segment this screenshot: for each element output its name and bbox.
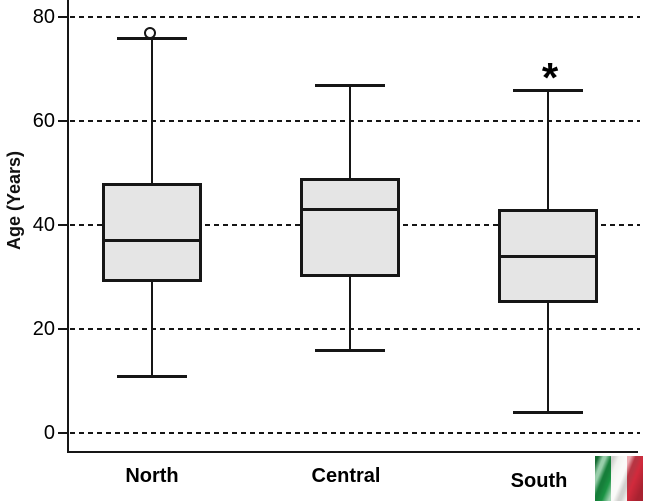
upper-whisker-stem	[547, 89, 549, 210]
upper-whisker-stem	[349, 84, 351, 179]
italy-flag-icon	[595, 456, 643, 501]
y-axis-line	[67, 0, 69, 453]
y-tick-label: 20	[32, 318, 55, 340]
significance-asterisk: *	[541, 53, 559, 101]
gridline	[70, 120, 640, 122]
iqr-box	[300, 178, 400, 277]
y-tick-label: 40	[32, 214, 55, 236]
upper-whisker-cap	[315, 83, 385, 87]
upper-whisker-stem	[151, 37, 153, 184]
gridline	[70, 432, 640, 434]
lower-whisker-stem	[151, 282, 153, 376]
category-label: North	[125, 465, 179, 487]
category-label: Central	[311, 465, 381, 487]
y-tick-label: 0	[43, 422, 55, 444]
lower-whisker-cap	[117, 374, 187, 378]
y-tick-label: 60	[32, 110, 55, 132]
x-axis-line	[67, 451, 638, 453]
category-label: South	[510, 470, 568, 492]
gridline	[70, 328, 640, 330]
lower-whisker-stem	[547, 303, 549, 413]
lower-whisker-cap	[315, 348, 385, 352]
median-line	[303, 207, 397, 211]
y-axis-tick	[58, 16, 68, 18]
iqr-box	[102, 183, 202, 283]
upper-whisker-cap	[513, 88, 583, 92]
gridline	[70, 16, 640, 18]
median-line	[105, 239, 199, 243]
y-axis-tick	[58, 328, 68, 330]
lower-whisker-stem	[349, 277, 351, 350]
y-axis-tick	[58, 224, 68, 226]
y-tick-label: 80	[32, 6, 55, 28]
y-axis-tick	[58, 432, 68, 434]
outlier-circle	[144, 26, 156, 39]
y-axis-tick	[58, 120, 68, 122]
lower-whisker-cap	[513, 411, 583, 415]
median-line	[501, 254, 595, 258]
